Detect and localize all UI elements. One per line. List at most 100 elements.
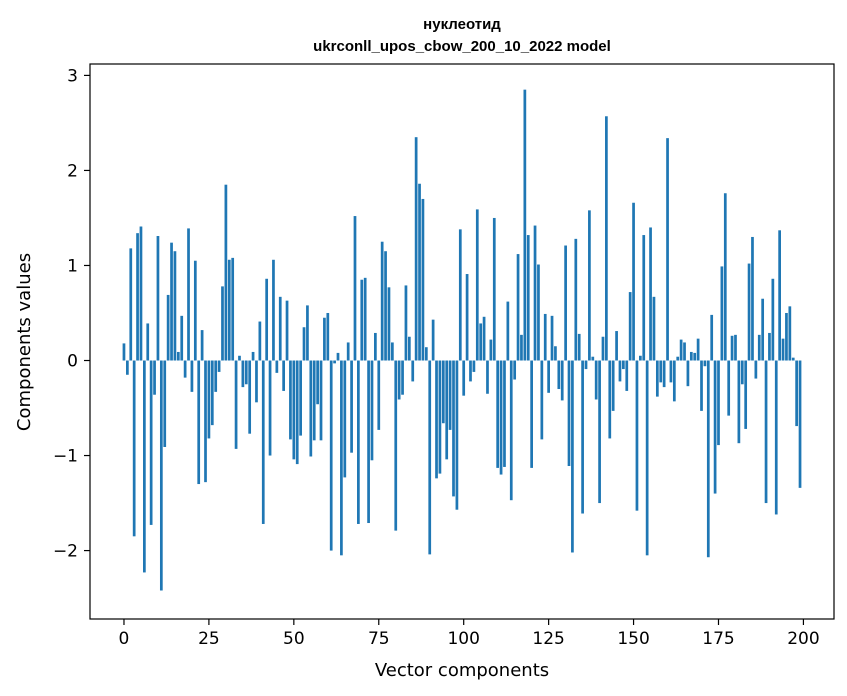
bar (193, 260, 197, 361)
bar (540, 360, 544, 440)
bar (564, 245, 567, 361)
bar (730, 335, 734, 361)
bar (326, 312, 330, 361)
bar (146, 323, 150, 361)
bar (581, 360, 584, 514)
plot-frame (89, 63, 835, 620)
bar (639, 355, 642, 361)
x-tick-label: 200 (787, 629, 819, 649)
bar (689, 351, 693, 361)
bar (292, 360, 296, 460)
bar (506, 301, 510, 361)
bar (492, 217, 496, 361)
bar (574, 238, 578, 361)
bar (323, 317, 326, 361)
bar (384, 251, 387, 361)
bar (744, 360, 748, 429)
bar (676, 356, 680, 361)
bar (455, 360, 459, 510)
bar (754, 360, 758, 379)
bar (387, 287, 391, 361)
bar (126, 360, 129, 375)
bar (183, 360, 187, 378)
bar (591, 356, 595, 361)
bar (204, 360, 207, 483)
bars-group (122, 89, 802, 591)
bar (649, 227, 652, 361)
chart-title-line-1: нуклеотид (423, 16, 501, 33)
bar (520, 334, 523, 361)
bar (380, 241, 384, 361)
bar (265, 278, 269, 361)
y-tick-label: 3 (67, 66, 78, 86)
bar (438, 360, 442, 474)
bar (187, 228, 190, 361)
bar (659, 360, 663, 383)
bar (611, 360, 615, 411)
bar (513, 360, 517, 380)
bar (452, 360, 455, 497)
bar (319, 360, 323, 441)
bar (686, 360, 690, 387)
bar (397, 360, 401, 400)
bar (788, 306, 792, 361)
bar (751, 236, 754, 361)
bar (469, 360, 472, 382)
bar (625, 360, 629, 391)
bar (197, 360, 201, 485)
bar (727, 360, 731, 416)
bar (588, 210, 591, 361)
bar (771, 278, 775, 361)
bar (496, 360, 500, 468)
bar (554, 346, 557, 361)
bar (217, 360, 221, 372)
bar (411, 360, 415, 382)
bar (557, 360, 561, 390)
bar (516, 254, 520, 361)
bar (526, 235, 530, 361)
bar (632, 202, 635, 361)
x-axis-ticks: 0 25 50 75 100 125 150 175 200 (119, 619, 820, 649)
bar (482, 316, 486, 361)
bar (391, 342, 394, 361)
bar (421, 198, 425, 361)
bar (734, 334, 737, 361)
y-tick-label: 2 (67, 161, 78, 181)
x-tick-label: 100 (447, 629, 479, 649)
bar (166, 294, 170, 361)
bar (683, 342, 686, 361)
bar (221, 286, 224, 361)
bar (210, 360, 214, 426)
bar (428, 360, 432, 555)
bar (645, 360, 649, 556)
bar (272, 259, 275, 361)
y-tick-label: −2 (53, 542, 78, 562)
bar (231, 257, 235, 361)
bar (547, 360, 550, 393)
bar (132, 360, 136, 537)
bar (340, 360, 343, 556)
x-tick-label: 0 (119, 629, 130, 649)
bar (394, 360, 398, 531)
bar (353, 216, 357, 361)
bar (309, 360, 313, 457)
bar (717, 360, 720, 446)
bar (299, 360, 302, 436)
bar (258, 321, 262, 361)
bar (329, 360, 333, 551)
bar (343, 360, 347, 478)
bar (268, 360, 272, 456)
y-axis-label: Components values (14, 253, 35, 431)
bar (336, 352, 340, 361)
bar (333, 360, 336, 364)
bar (479, 323, 483, 361)
bar (306, 305, 309, 361)
bar (414, 137, 418, 361)
bar (713, 360, 717, 494)
bar (139, 226, 143, 361)
bar (248, 360, 252, 434)
y-tick-label: 1 (67, 256, 78, 276)
bar (370, 360, 374, 461)
bar (615, 331, 618, 361)
